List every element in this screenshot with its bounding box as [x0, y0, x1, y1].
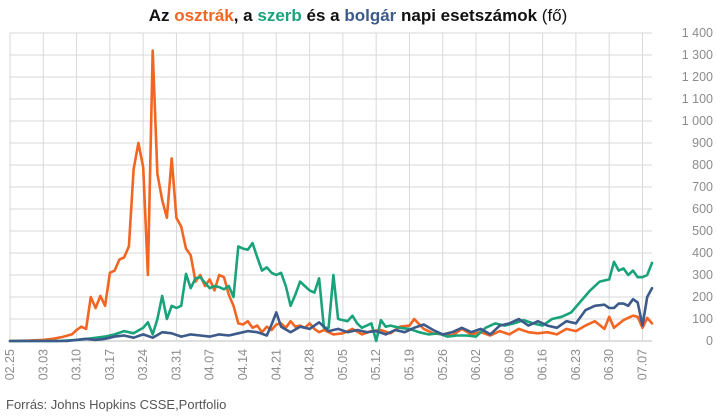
x-tick-label: 02.25 [3, 349, 17, 380]
x-tick-label: 05.12 [369, 349, 383, 380]
y-tick-label: 400 [692, 246, 713, 260]
x-tick-label: 04.14 [236, 349, 250, 380]
y-tick-label: 1 100 [682, 92, 713, 106]
y-axis-ticks: 0 100 200 300 400 500 600 700 800 900 1 000 1 100 1 … [682, 26, 713, 348]
x-tick-label: 07.07 [635, 349, 649, 380]
series-line-bolgár [8, 286, 654, 343]
y-tick-label: 200 [692, 290, 713, 304]
title-unit: (fő) [541, 6, 568, 25]
x-tick-label: 04.21 [269, 349, 283, 380]
x-axis-ticks: 02.25 03.03 03.10 03.17 03.24 03.31 04.07 04.14… [3, 349, 649, 380]
y-tick-label: 1 400 [682, 26, 713, 40]
y-tick-label: 1 000 [682, 114, 713, 128]
y-tick-label: 1 200 [682, 70, 713, 84]
x-tick-label: 06.02 [469, 349, 483, 380]
title-text-3: és a [301, 6, 345, 25]
x-tick-label: 03.10 [70, 349, 84, 380]
chart-plot: 0 100 200 300 400 500 600 700 800 900 1 000 1 100 1 … [3, 26, 713, 380]
y-tick-label: 300 [692, 268, 713, 282]
x-tick-label: 05.26 [436, 349, 450, 380]
gridlines [9, 32, 652, 342]
title-text-1: Az [148, 6, 175, 25]
y-tick-label: 600 [692, 202, 713, 216]
y-tick-label: 800 [692, 158, 713, 172]
y-tick-label: 700 [692, 180, 713, 194]
series-line-osztrák [8, 49, 654, 343]
x-tick-label: 04.28 [303, 349, 317, 380]
y-tick-label: 100 [692, 312, 713, 326]
title-text-4: napi esetszámok [396, 6, 542, 25]
x-tick-label: 03.24 [136, 349, 150, 380]
x-tick-label: 05.19 [402, 349, 416, 380]
source-note: Forrás: Johns Hopkins CSSE,Portfolio [6, 397, 227, 412]
x-tick-label: 06.30 [602, 349, 616, 380]
title-bulgaria: bolgár [344, 6, 397, 25]
y-tick-label: 0 [706, 334, 713, 348]
x-tick-label: 06.09 [502, 349, 516, 380]
title-austria: osztrák [174, 6, 234, 25]
y-tick-label: 1 300 [682, 48, 713, 62]
series-lines [8, 49, 654, 343]
title-serbia: szerb [257, 6, 302, 25]
x-tick-label: 06.16 [536, 349, 550, 380]
x-tick-label: 03.03 [36, 349, 50, 380]
x-tick-label: 05.05 [336, 349, 350, 380]
y-tick-label: 500 [692, 224, 713, 238]
x-tick-label: 03.31 [169, 349, 183, 380]
x-tick-label: 04.07 [203, 349, 217, 380]
y-tick-label: 900 [692, 136, 713, 150]
title-text-2: , a [233, 6, 258, 25]
x-tick-label: 06.23 [569, 349, 583, 380]
chart-title: Az osztrák, a szerb és a bolgár napi ese… [0, 6, 716, 26]
x-tick-label: 03.17 [103, 349, 117, 380]
